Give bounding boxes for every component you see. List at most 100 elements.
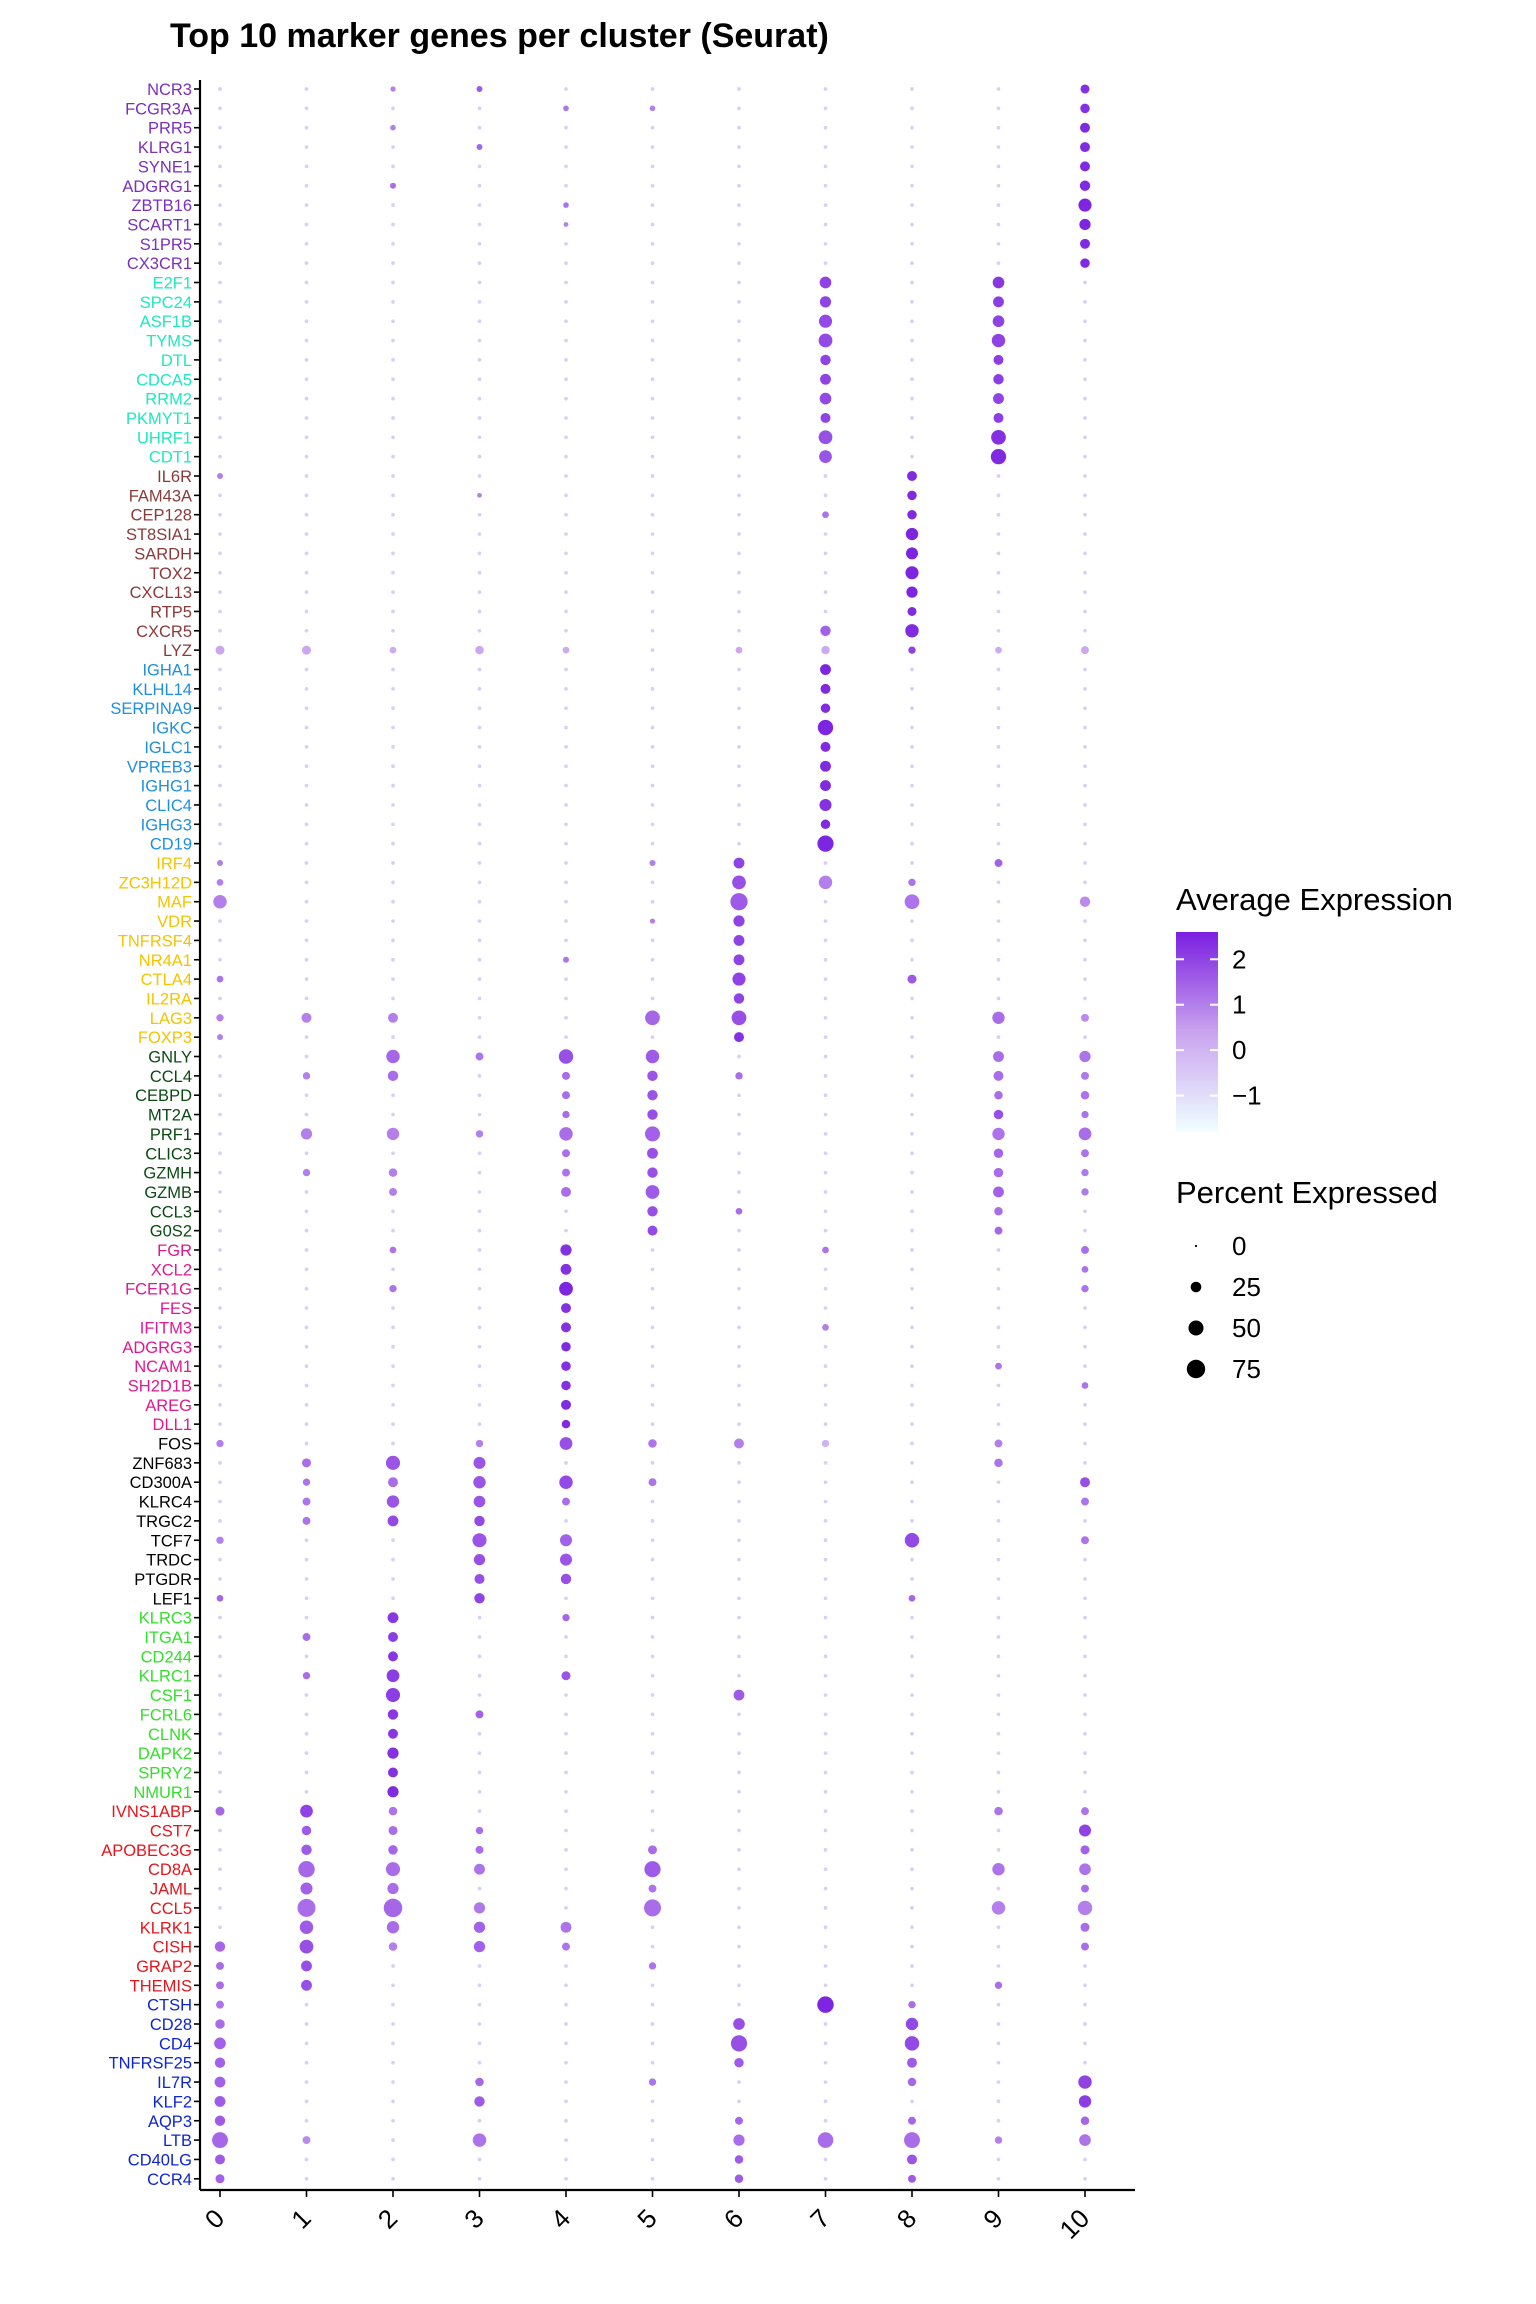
dot [216, 1439, 224, 1448]
dot [910, 300, 914, 304]
dot [1080, 1477, 1090, 1488]
dot [996, 1654, 1001, 1659]
dot [475, 645, 484, 655]
dot [650, 667, 655, 672]
dot [650, 1519, 655, 1523]
gene-label: CTSH [147, 1997, 192, 2015]
dot [477, 2022, 482, 2026]
dot [737, 783, 741, 788]
dot [304, 87, 309, 91]
dot [650, 1615, 655, 1620]
dot [218, 1615, 222, 1620]
dot [910, 1964, 914, 1968]
dot [910, 1093, 914, 1098]
dot [385, 1688, 401, 1703]
dot [562, 1497, 570, 1506]
dot [1083, 1751, 1087, 1755]
dot [1083, 1654, 1087, 1659]
dot [910, 1577, 914, 1581]
dot [391, 764, 395, 769]
dot [389, 1187, 397, 1196]
dot [650, 1035, 655, 1039]
dot [823, 1925, 828, 1930]
dot [476, 144, 483, 151]
dot [215, 2154, 225, 2165]
gene-label: GNLY [148, 1049, 192, 1067]
dot [477, 1228, 482, 1233]
dot [737, 1538, 741, 1543]
dot [737, 1789, 741, 1794]
cluster-label: 5 [631, 2203, 662, 2234]
dot [910, 1461, 914, 1465]
dot [823, 1596, 828, 1601]
dot [737, 1712, 741, 1717]
dot [908, 646, 916, 654]
dot [737, 1983, 741, 1988]
dot [388, 1942, 398, 1951]
dot [304, 590, 309, 594]
gene-label: CXCR5 [136, 623, 192, 641]
dot [564, 667, 568, 672]
dot [996, 1944, 1001, 1949]
dot [994, 1439, 1003, 1448]
dot [1083, 861, 1087, 865]
dot [650, 609, 655, 614]
dot [820, 741, 831, 752]
dot [304, 435, 309, 440]
dot [304, 957, 309, 962]
dot [650, 241, 655, 246]
dot [1081, 1013, 1089, 1022]
dot [910, 1654, 914, 1659]
dot [1081, 1071, 1089, 1080]
dot [218, 1731, 222, 1736]
dot [650, 1286, 655, 1291]
dot [473, 1921, 486, 1933]
dot [477, 1325, 482, 1330]
dot [477, 783, 482, 788]
dot [564, 880, 568, 885]
dot [1081, 1110, 1089, 1119]
gene-label: UHRF1 [137, 429, 192, 447]
dot [218, 1325, 222, 1330]
dot [737, 570, 741, 575]
dot [561, 1342, 571, 1352]
dot [823, 2176, 828, 2181]
dot [910, 1209, 914, 1214]
dot [910, 725, 914, 730]
dot [475, 1826, 484, 1835]
dot [301, 1458, 312, 1468]
dot [388, 1632, 398, 1642]
dot [218, 416, 222, 420]
dot [213, 894, 227, 909]
dot [302, 1497, 311, 1506]
dot [477, 1731, 482, 1736]
dot [475, 1130, 484, 1138]
chart-title: Top 10 marker genes per cluster (Seurat) [170, 17, 829, 55]
dot [737, 1731, 741, 1736]
dot [910, 919, 914, 923]
gene-label: CD28 [150, 2016, 192, 2034]
dot [996, 996, 1001, 1001]
dot [477, 1422, 482, 1426]
dot [564, 300, 568, 304]
dot [996, 628, 1001, 633]
dot [910, 1364, 914, 1368]
gene-label: CCL3 [150, 1203, 192, 1221]
dot [1083, 1731, 1087, 1736]
dot [564, 899, 568, 904]
dot [650, 396, 655, 401]
dot [737, 1461, 741, 1465]
dot [1081, 1246, 1089, 1254]
dot [993, 374, 1004, 385]
dot [218, 764, 222, 769]
dot [391, 319, 395, 324]
dot [907, 471, 917, 481]
dot [1080, 1845, 1090, 1855]
dot [737, 241, 741, 246]
dot [564, 2002, 568, 2007]
dot [996, 1422, 1001, 1426]
dot [1083, 358, 1087, 362]
dot [304, 609, 309, 614]
dot [648, 1962, 657, 1970]
dot [737, 1770, 741, 1775]
